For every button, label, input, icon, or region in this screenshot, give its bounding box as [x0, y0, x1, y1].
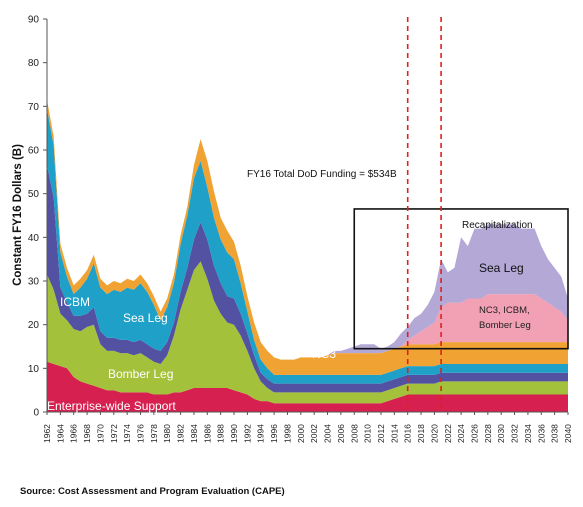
x-tick-label: 1970	[95, 424, 105, 443]
area-layers	[47, 99, 568, 412]
x-tick-label: 2030	[496, 424, 506, 443]
y-tick-label: 80	[28, 58, 40, 69]
x-tick-label: 1962	[42, 424, 52, 443]
x-tick-label: 1978	[149, 424, 159, 443]
x-tick-label: 2000	[296, 424, 306, 443]
area-label-enterprise-support: Enterprise-wide Support	[47, 399, 176, 413]
x-tick-label: 1966	[69, 424, 79, 443]
x-tick-label: 1988	[216, 424, 226, 443]
x-tick-label: 1992	[242, 424, 252, 443]
x-tick-label: 2002	[309, 424, 319, 443]
area-series-0	[47, 361, 568, 412]
x-tick-label: 2016	[403, 424, 413, 443]
overlays	[353, 17, 569, 412]
x-tick-label: 1980	[162, 424, 172, 443]
area-series-6	[47, 99, 568, 360]
y-tick-label: 20	[28, 320, 40, 331]
x-tick-label: 2038	[550, 424, 560, 443]
x-tick-label: 2006	[336, 424, 346, 443]
box-label-recapitalization: Recapitalization	[462, 220, 533, 231]
y-tick-label: 50	[28, 189, 40, 200]
x-tick-label: 2032	[510, 424, 520, 443]
x-tick-label: 2022	[443, 424, 453, 443]
y-tick-label: 70	[28, 102, 40, 113]
source-note: Source: Cost Assessment and Program Eval…	[20, 486, 285, 497]
x-tick-label: 1994	[256, 424, 266, 443]
y-tick-label: 30	[28, 277, 40, 288]
y-axis-label: Constant FY16 Dollars (B)	[12, 144, 24, 286]
x-tick-label: 2028	[483, 424, 493, 443]
area-series-1	[47, 261, 568, 404]
x-tick-label: 2010	[363, 424, 373, 443]
area-label-bomber-leg: Bomber Leg	[108, 367, 173, 381]
x-tick-label: 1982	[176, 424, 186, 443]
x-tick-label: 1964	[55, 424, 65, 443]
x-tick-label: 2014	[389, 424, 399, 443]
x-tick-label: 1996	[269, 424, 279, 443]
annotation-total-funding: FY16 Total DoD Funding = $534B	[247, 169, 397, 180]
y-tick-label: 90	[28, 15, 40, 26]
y-tick-label: 10	[28, 364, 40, 375]
x-tick-label: 1976	[136, 424, 146, 443]
area-label-sea-leg-recap: Sea Leg	[479, 261, 524, 275]
recapitalization-box	[353, 208, 569, 350]
x-tick-label: 1990	[229, 424, 239, 443]
area-label-nc3: NC3	[312, 347, 336, 361]
x-tick-label: 2024	[456, 424, 466, 443]
x-tick-label: 1998	[282, 424, 292, 443]
x-tick-label: 2012	[376, 424, 386, 443]
x-tick-label: 1972	[109, 424, 119, 443]
area-label-icbm: ICBM	[60, 295, 90, 309]
area-label-sea-leg: Sea Leg	[123, 311, 168, 325]
x-tick-label: 2040	[563, 424, 573, 443]
x-tick-label: 2026	[469, 424, 479, 443]
x-tick-label: 2020	[429, 424, 439, 443]
x-tick-label: 2004	[323, 424, 333, 443]
x-tick-label: 2008	[349, 424, 359, 443]
area-series-5	[47, 99, 568, 360]
x-tick-label: 1984	[189, 424, 199, 443]
area-series-4	[47, 99, 568, 375]
area-label-nc3-icbm-bomber-2: Bomber Leg	[479, 320, 531, 331]
x-tick-label: 2018	[416, 424, 426, 443]
x-tick-label: 1974	[122, 424, 132, 443]
x-tick-label: 2034	[523, 424, 533, 443]
area-label-nc3-icbm-bomber-1: NC3, ICBM,	[479, 305, 530, 316]
y-tick-label: 40	[28, 233, 40, 244]
y-tick-label: 0	[33, 408, 39, 419]
x-tick-label: 1968	[82, 424, 92, 443]
y-tick-label: 60	[28, 146, 40, 157]
x-tick-label: 1986	[202, 424, 212, 443]
x-tick-label: 2036	[536, 424, 546, 443]
